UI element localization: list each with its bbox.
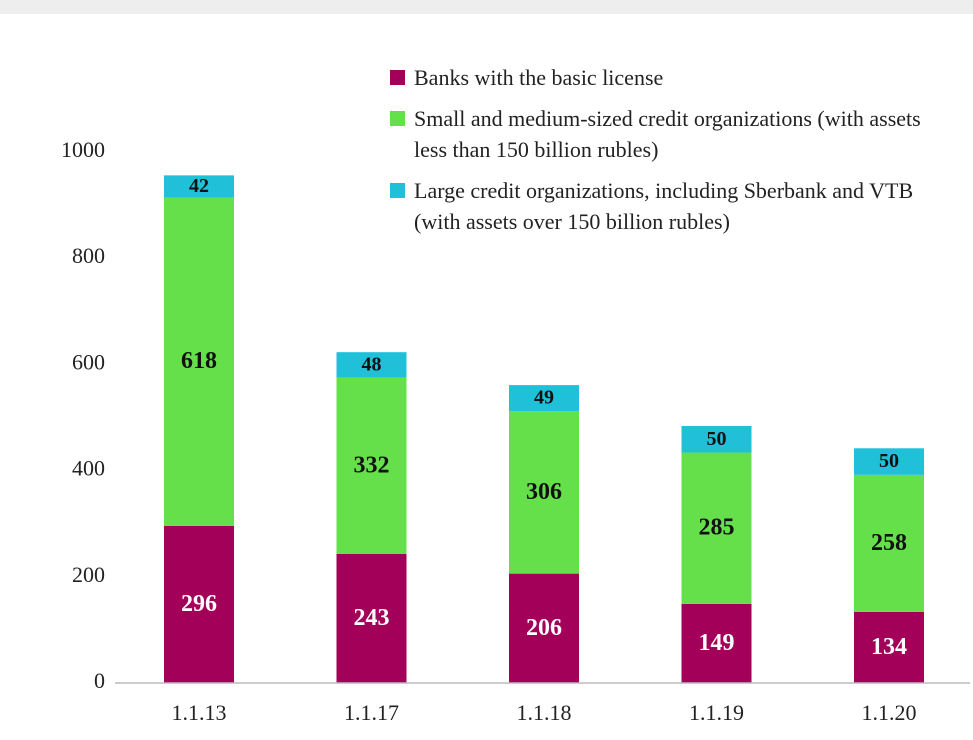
x-tick-label: 1.1.18 (517, 700, 572, 725)
data-label: 332 (354, 452, 390, 478)
bar-segment (336, 352, 407, 378)
data-label: 42 (189, 175, 209, 197)
legend-item: Small and medium-sized credit organizati… (390, 103, 950, 165)
y-tick-label: 1000 (61, 137, 105, 162)
legend-swatch (390, 70, 405, 85)
x-tick-label: 1.1.19 (689, 700, 744, 725)
bar-segment (509, 411, 579, 574)
bar-segment (681, 603, 752, 683)
bar-segment (509, 573, 579, 683)
bar-segment (164, 175, 234, 198)
legend-swatch (390, 111, 405, 126)
top-band (0, 0, 973, 14)
data-label: 149 (699, 630, 735, 656)
y-tick-label: 800 (72, 243, 105, 268)
data-label: 296 (181, 591, 217, 617)
legend-swatch (390, 183, 405, 198)
y-tick-label: 200 (72, 562, 105, 587)
data-label: 50 (879, 450, 899, 472)
data-label: 48 (362, 354, 382, 376)
bar-segment (336, 553, 407, 683)
data-label: 306 (526, 479, 562, 505)
data-label: 50 (707, 428, 727, 450)
bar-segment (336, 377, 407, 554)
bar-segment (854, 448, 924, 475)
legend-label: Banks with the basic license (414, 65, 664, 90)
y-tick-label: 400 (72, 456, 105, 481)
bar-segment (681, 425, 752, 453)
data-label: 618 (181, 348, 217, 374)
bar-segment (681, 452, 752, 604)
data-label: 243 (354, 605, 390, 631)
bar-segment (164, 525, 234, 683)
bar-segment (164, 197, 234, 526)
y-tick-label: 600 (72, 349, 105, 374)
bar-segment (854, 474, 924, 612)
bar-segment (509, 385, 579, 412)
x-tick-label: 1.1.20 (862, 700, 917, 725)
x-tick-label: 1.1.17 (344, 700, 399, 725)
data-label: 134 (871, 634, 907, 660)
legend: Banks with the basic license Small and me… (390, 62, 950, 247)
legend-item: Large credit organizations, including Sb… (390, 175, 950, 237)
bar-segment (854, 611, 924, 683)
legend-label: Large credit organizations, including Sb… (414, 178, 914, 234)
legend-item: Banks with the basic license (390, 62, 950, 93)
data-label: 49 (534, 387, 554, 409)
y-tick-label: 0 (94, 668, 105, 693)
data-label: 285 (699, 515, 735, 541)
data-label: 206 (526, 615, 562, 641)
x-tick-label: 1.1.13 (172, 700, 227, 725)
data-label: 258 (871, 530, 907, 556)
legend-label: Small and medium-sized credit organizati… (414, 106, 921, 162)
